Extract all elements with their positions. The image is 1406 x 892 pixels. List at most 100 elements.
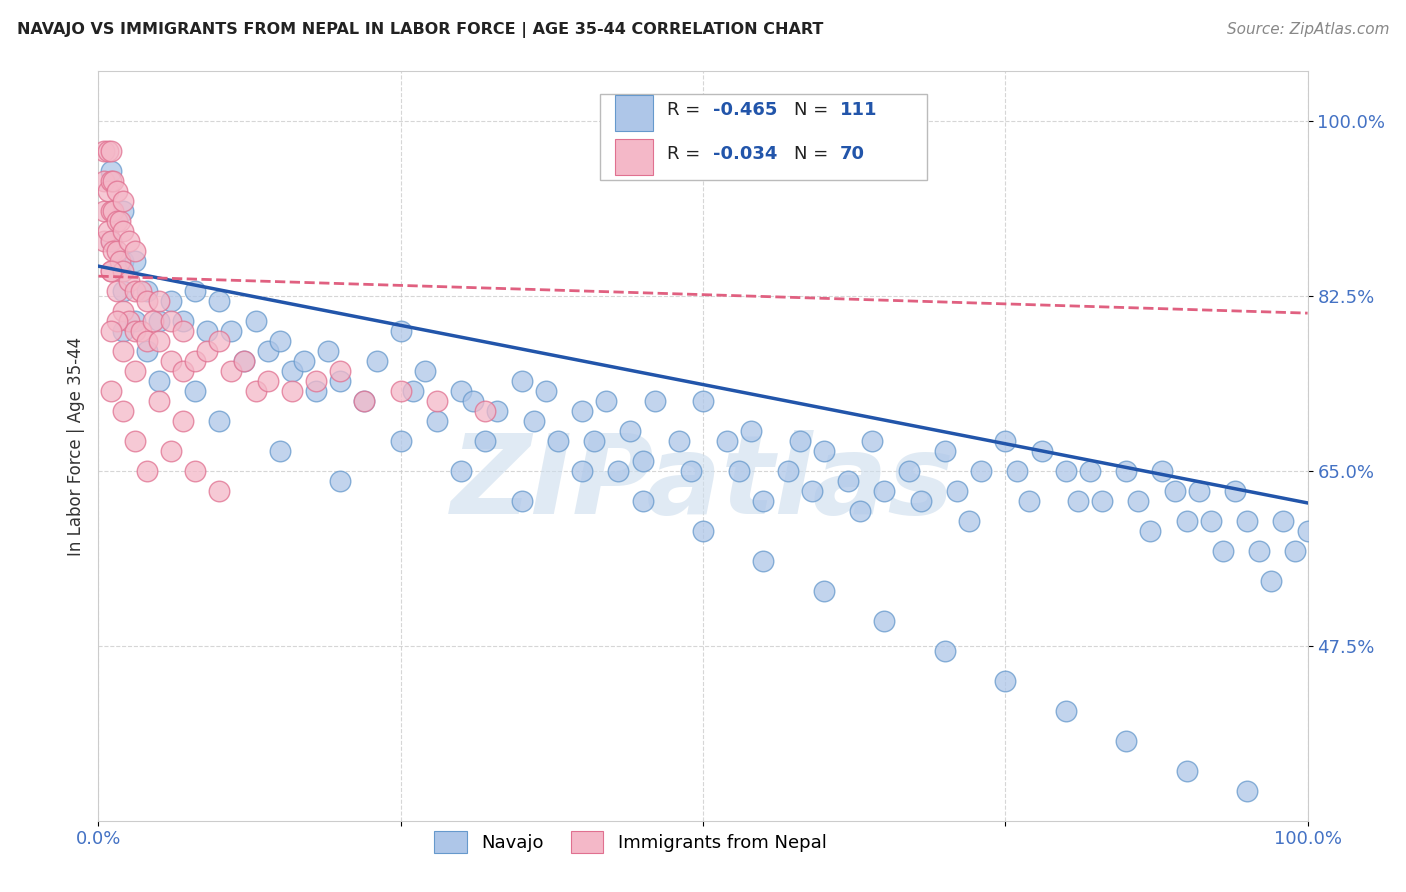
Bar xyxy=(614,138,654,175)
Point xyxy=(100,234,122,248)
Point xyxy=(111,264,134,278)
Point xyxy=(93,145,115,159)
Point xyxy=(129,284,152,298)
Point xyxy=(389,324,412,338)
Point xyxy=(752,554,775,568)
Point xyxy=(208,414,231,428)
Point xyxy=(108,254,131,268)
Point xyxy=(269,444,291,458)
Point xyxy=(510,494,533,508)
Point xyxy=(571,464,593,478)
Text: N =: N = xyxy=(793,145,834,162)
Point xyxy=(910,494,932,508)
Point xyxy=(607,464,630,478)
Point xyxy=(97,184,120,198)
Point xyxy=(668,434,690,448)
Point xyxy=(118,234,141,248)
Point xyxy=(873,614,896,628)
Point xyxy=(100,174,122,188)
Point xyxy=(776,464,799,478)
Point xyxy=(547,434,569,448)
Point xyxy=(994,434,1017,448)
Point xyxy=(957,514,980,528)
Point xyxy=(413,364,436,378)
Point xyxy=(100,264,122,278)
Point xyxy=(111,224,134,238)
Point xyxy=(934,444,956,458)
Point xyxy=(692,394,714,409)
Point xyxy=(124,364,146,378)
Point xyxy=(316,344,339,359)
Point xyxy=(595,394,617,409)
Point xyxy=(292,354,315,368)
Text: R =: R = xyxy=(666,102,706,120)
Text: R =: R = xyxy=(666,145,706,162)
Point xyxy=(1236,514,1258,528)
Point xyxy=(208,334,231,348)
Point xyxy=(124,324,146,338)
Point xyxy=(934,644,956,658)
Point xyxy=(100,384,122,398)
Point xyxy=(353,394,375,409)
Point xyxy=(1260,574,1282,588)
Point xyxy=(1128,494,1150,508)
Point xyxy=(366,354,388,368)
Point xyxy=(619,424,641,438)
Point xyxy=(1007,464,1029,478)
Point xyxy=(353,394,375,409)
Point xyxy=(105,214,128,228)
Point xyxy=(1054,704,1077,718)
Point xyxy=(389,384,412,398)
Point xyxy=(1018,494,1040,508)
Point xyxy=(837,474,859,488)
Point xyxy=(631,454,654,468)
Point xyxy=(256,374,278,388)
Point xyxy=(474,404,496,418)
Point xyxy=(1054,464,1077,478)
Point xyxy=(897,464,920,478)
Text: -0.034: -0.034 xyxy=(713,145,778,162)
Point xyxy=(172,364,194,378)
Point xyxy=(100,204,122,219)
Point xyxy=(160,444,183,458)
Text: N =: N = xyxy=(793,102,834,120)
Point xyxy=(463,394,485,409)
Point xyxy=(184,354,207,368)
FancyBboxPatch shape xyxy=(600,94,927,180)
Point xyxy=(426,394,449,409)
Text: Source: ZipAtlas.com: Source: ZipAtlas.com xyxy=(1226,22,1389,37)
Point xyxy=(245,314,267,328)
Point xyxy=(329,364,352,378)
Point xyxy=(873,483,896,498)
Point xyxy=(105,184,128,198)
Bar xyxy=(614,95,654,131)
Point xyxy=(135,334,157,348)
Point xyxy=(124,434,146,448)
Point xyxy=(93,234,115,248)
Point xyxy=(105,244,128,259)
Point xyxy=(1031,444,1053,458)
Point xyxy=(221,324,243,338)
Point xyxy=(208,483,231,498)
Point xyxy=(523,414,546,428)
Point xyxy=(184,384,207,398)
Point xyxy=(1115,733,1137,747)
Point xyxy=(108,214,131,228)
Point xyxy=(148,374,170,388)
Point xyxy=(100,145,122,159)
Point xyxy=(184,284,207,298)
Point xyxy=(124,284,146,298)
Point xyxy=(160,294,183,309)
Legend: Navajo, Immigrants from Nepal: Navajo, Immigrants from Nepal xyxy=(427,824,834,860)
Point xyxy=(256,344,278,359)
Point xyxy=(195,344,218,359)
Point xyxy=(148,314,170,328)
Point xyxy=(269,334,291,348)
Point xyxy=(172,324,194,338)
Point xyxy=(583,434,606,448)
Point xyxy=(111,254,134,268)
Point xyxy=(946,483,969,498)
Point xyxy=(148,394,170,409)
Point xyxy=(111,304,134,318)
Point xyxy=(1091,494,1114,508)
